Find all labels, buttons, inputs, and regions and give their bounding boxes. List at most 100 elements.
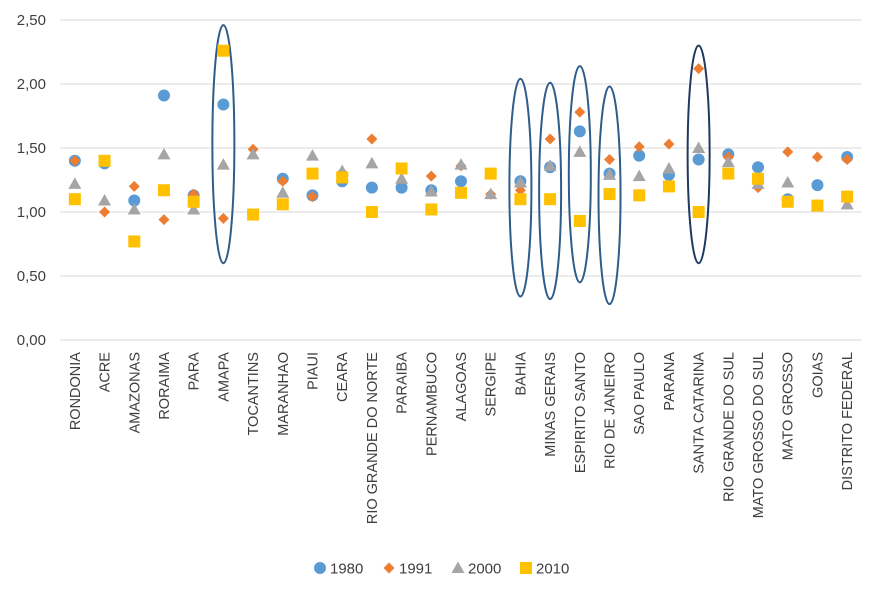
point-2000-piaui	[305, 149, 319, 161]
x-tick-label: ALAGOAS	[454, 352, 470, 421]
point-2000-para	[187, 202, 201, 215]
highlight-ellipses	[211, 24, 711, 306]
point-2010-paraiba	[395, 162, 408, 175]
point-2000-pernambuco	[424, 185, 438, 197]
point-1991-parana	[663, 138, 675, 150]
point-1991-rio-de-janeiro	[604, 154, 616, 166]
point-2010-mato-grosso	[781, 195, 794, 208]
point-2010-rio-grande-do-sul	[722, 167, 735, 180]
point-1980-alagoas	[455, 175, 467, 188]
point-2010-santa-catarina	[692, 206, 705, 218]
point-1991-santa-catarina	[693, 63, 705, 75]
point-1980-goias	[811, 179, 824, 192]
point-2010-sergipe	[484, 167, 497, 180]
legend-marker-2000	[451, 561, 465, 573]
point-2010-rondonia	[68, 193, 81, 206]
point-1991-acre	[99, 206, 111, 218]
legend-marker-2010	[520, 562, 532, 574]
highlight-ellipse-espirito-santo	[567, 65, 592, 284]
y-tick-label: 1,00	[17, 204, 46, 221]
point-1980-espirito-santo	[573, 125, 586, 138]
x-tick-label: MATO GROSSO DO SUL	[751, 352, 767, 518]
x-tick-label: MINAS GERAIS	[543, 352, 559, 457]
point-2010-rio-de-janeiro	[603, 188, 616, 201]
point-1991-goias	[811, 151, 823, 163]
point-2010-bahia	[514, 193, 527, 206]
legend-label: 2000	[468, 561, 501, 578]
x-tick-label: ACRE	[98, 352, 114, 393]
point-1980-amapa	[217, 98, 230, 111]
legend-marker-1980	[314, 562, 326, 574]
x-tick-label: SERGIPE	[484, 352, 500, 417]
point-1980-mato-grosso-do-sul	[752, 161, 765, 174]
point-1980-sao-paulo	[633, 149, 646, 162]
point-2000-parana	[662, 161, 676, 174]
point-2000-tocantins	[246, 147, 260, 160]
point-2000-sergipe	[484, 187, 498, 200]
x-tick-label: MATO GROSSO	[781, 352, 797, 460]
point-2010-goias	[811, 199, 824, 212]
point-2000-amazonas	[127, 202, 141, 215]
point-2010-distrito-federal	[841, 190, 854, 203]
x-tick-label: PARANA	[662, 352, 678, 411]
x-tick-label: RIO GRANDE DO NORTE	[365, 352, 381, 524]
x-tick-label: PIAUI	[305, 352, 321, 390]
x-tick-label: RONDONIA	[68, 352, 84, 430]
x-tick-label: TOCANTINS	[246, 352, 262, 436]
legend-item-2010: 2010	[520, 561, 569, 578]
x-tick-label: PERNAMBUCO	[424, 352, 440, 456]
point-2000-minas-gerais	[543, 159, 557, 171]
point-1991-sao-paulo	[633, 141, 645, 153]
legend-marker-1991	[383, 562, 395, 574]
legend-item-1991: 1991	[383, 561, 432, 578]
point-2000-bahia	[513, 176, 527, 188]
point-2000-paraiba	[395, 172, 409, 184]
point-1991-amazonas	[128, 180, 140, 192]
x-tick-label: PARA	[187, 352, 203, 391]
legend-label: 2010	[536, 561, 569, 578]
point-2000-maranhao	[276, 186, 290, 198]
x-tick-label: BAHIA	[513, 352, 529, 396]
point-1980-roraima	[157, 89, 170, 102]
x-tick-label: ESPIRITO SANTO	[573, 352, 589, 473]
point-2010-ceara	[336, 171, 349, 184]
y-tick-label: 0,00	[17, 332, 46, 349]
point-2010-sao-paulo	[633, 189, 646, 202]
point-2010-tocantins	[247, 208, 260, 221]
point-2000-roraima	[157, 147, 171, 160]
y-axis-ticks: 0,00 0,50 1,00 1,50 2,00 2,50	[17, 12, 46, 349]
point-1991-roraima	[158, 214, 170, 226]
point-1980-amazonas	[128, 194, 141, 207]
x-tick-label: DISTRITO FEDERAL	[840, 352, 856, 490]
x-tick-label: RIO GRANDE DO SUL	[721, 352, 737, 502]
highlight-ellipse-bahia	[508, 77, 533, 298]
legend-item-2000: 2000	[451, 561, 501, 578]
point-2000-alagoas	[454, 158, 468, 170]
x-tick-label: AMAPA	[216, 352, 232, 402]
point-1991-maranhao	[277, 175, 289, 187]
x-tick-label: CEARA	[335, 352, 351, 402]
point-1991-piaui	[306, 191, 318, 203]
data-points	[68, 44, 854, 248]
series-2000	[68, 141, 854, 215]
series-2010	[68, 44, 854, 248]
point-2010-roraima	[157, 184, 170, 197]
x-tick-label: SAO PAULO	[632, 352, 648, 435]
point-2010-amapa	[217, 44, 230, 57]
point-1991-distrito-federal	[841, 154, 853, 166]
highlight-ellipse-rio-de-janeiro	[597, 85, 622, 306]
point-1991-amapa	[217, 212, 229, 224]
y-tick-label: 0,50	[17, 268, 46, 285]
point-2010-maranhao	[276, 198, 289, 211]
x-tick-label: PARAIBA	[395, 352, 411, 414]
highlight-ellipse-amapa	[211, 24, 236, 265]
point-2010-rio-grande-do-norte	[365, 206, 378, 218]
point-1980-paraiba	[395, 181, 408, 194]
x-tick-label: SANTA CATARINA	[692, 352, 708, 474]
x-tick-label: MARANHAO	[276, 352, 292, 436]
point-2000-amapa	[216, 158, 230, 170]
point-2000-espirito-santo	[573, 145, 587, 157]
point-2000-rio-de-janeiro	[603, 168, 617, 180]
legend-label: 1991	[399, 561, 432, 578]
